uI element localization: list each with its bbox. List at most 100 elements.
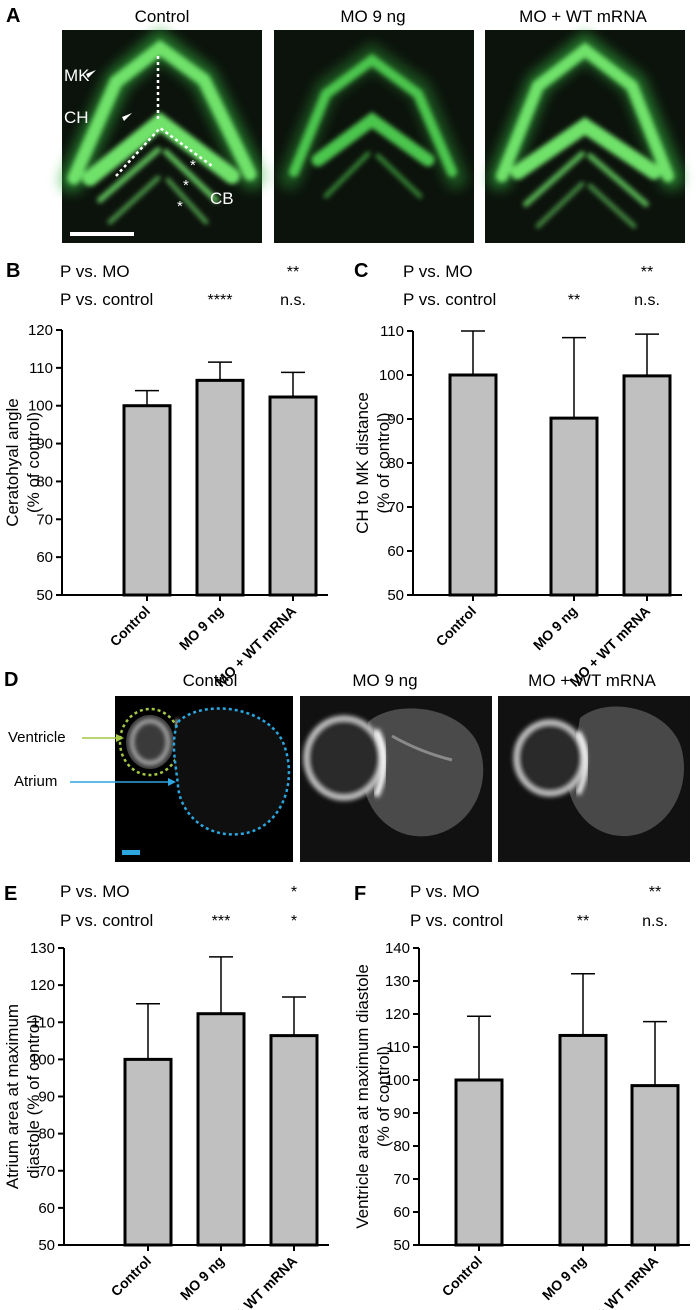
significance-mark: n.s. [280,292,306,309]
bar [196,1012,246,1247]
y-tick-label: 100 [30,1051,55,1068]
asterisk: * [190,157,196,174]
y-axis-label: Ceratohyal angle (% of control) [3,398,43,527]
x-tick-label: MO 9 ng [176,603,226,653]
y-tick-label: 70 [387,499,404,516]
panel-a-title-mo: MO 9 ng [340,7,405,26]
x-tick-label: MO + WT mRNA [574,1253,661,1310]
x-tick-label: Control [439,1253,486,1300]
ch-label: CH [64,108,89,127]
stats-row-label: P vs. control [60,911,153,930]
significance-mark: ** [641,264,653,281]
x-tick-label: Control [108,1253,155,1300]
stats-row-label: P vs. MO [410,882,480,901]
y-tick-label: 110 [31,1014,55,1031]
atrium-label: Atrium [14,773,57,790]
y-tick-label: 120 [30,977,55,994]
y-tick-label: 60 [387,543,404,560]
panel-letter: F [354,883,366,905]
bar [622,374,672,597]
y-tick-label: 130 [385,973,410,990]
heart-image-mo [300,696,492,862]
y-tick-label: 140 [385,940,410,957]
cartilage-image-rescue [485,30,685,243]
y-tick-label: 80 [38,1126,55,1143]
y-tick-label: 60 [36,549,53,566]
y-tick-label: 90 [387,411,404,428]
panel-letter: C [354,260,368,282]
significance-mark: ** [568,292,580,309]
significance-mark: *** [212,913,231,930]
bar [268,395,318,597]
heart-image-rescue [498,696,690,862]
y-tick-label: 110 [29,360,53,377]
panel-a-title-rescue: MO + WT mRNA [519,7,647,26]
panel-d-title-mo: MO 9 ng [352,671,417,690]
bar [123,1057,173,1247]
panel-d-letter: D [4,669,18,691]
x-tick-label: Control [107,603,154,650]
y-tick-label: 110 [380,323,404,340]
panel-letter: E [4,883,17,905]
mk-label: MK [64,66,90,85]
y-axis-label: Ventricle area at maximum diastole (% of … [353,964,393,1229]
y-axis-label: Atrium area at maximum diastole (% of con… [3,1004,43,1189]
heart-image-control [115,696,293,862]
x-tick-label: MO 9 ng [539,1253,589,1303]
stats-row-label: P vs. control [60,290,153,309]
x-tick-label: MO + WT mRNA [213,1253,300,1310]
bar [448,373,498,597]
significance-mark: * [291,884,297,901]
bar [269,1034,319,1247]
y-tick-label: 50 [38,1237,55,1254]
x-tick-label: Control [433,603,480,650]
chart-ventricle-area: F P vs. MO ** P vs. control ** n.s. 50 60 70 80 90… [353,882,690,1310]
y-tick-label: 130 [30,940,55,957]
y-tick-label: 50 [393,1237,410,1254]
y-tick-label: 60 [393,1204,410,1221]
significance-mark: ** [287,264,299,281]
bar [630,1084,680,1247]
y-tick-label: 90 [36,436,53,453]
y-tick-label: 90 [38,1089,55,1106]
stats-row-label: P vs. MO [403,262,473,281]
y-tick-label: 70 [38,1163,55,1180]
y-tick-label: 50 [387,587,404,604]
y-tick-label: 70 [393,1171,410,1188]
chart-ch-mk-distance: C P vs. MO ** P vs. control ** n.s. 50 60 70 80 90… [353,260,682,690]
significance-mark: ** [649,884,661,901]
stats-row-label: P vs. control [410,911,503,930]
y-tick-label: 80 [387,455,404,472]
significance-mark: n.s. [634,292,660,309]
significance-mark: **** [208,292,233,309]
bar [558,1033,608,1247]
significance-mark: * [291,913,297,930]
y-tick-label: 100 [28,398,53,415]
panel-d-title-control: Control [183,671,238,690]
y-tick-label: 80 [393,1138,410,1155]
panel-a-letter: A [6,5,20,27]
y-tick-label: 80 [36,473,53,490]
stats-row-label: P vs. MO [60,882,130,901]
bar [454,1078,504,1247]
asterisk: * [183,177,189,194]
significance-mark: ** [577,913,589,930]
significance-mark: n.s. [642,913,668,930]
bar [195,378,245,597]
bar [122,404,172,597]
y-tick-label: 50 [36,587,53,604]
y-axis-label: CH to MK distance (% of control) [353,392,393,534]
asterisk: * [177,198,183,215]
y-tick-label: 60 [38,1200,55,1217]
y-tick-label: 120 [28,322,53,339]
cartilage-image-control: MK CH CB * * * [59,27,265,243]
y-tick-label: 70 [36,511,53,528]
panel-a-title-control: Control [135,7,190,26]
panel-d-title-rescue: MO + WT mRNA [528,671,656,690]
stats-row-label: P vs. MO [60,262,130,281]
stats-row-label: P vs. control [403,290,496,309]
ventricle-label: Ventricle [8,729,66,746]
y-tick-label: 110 [386,1039,410,1056]
